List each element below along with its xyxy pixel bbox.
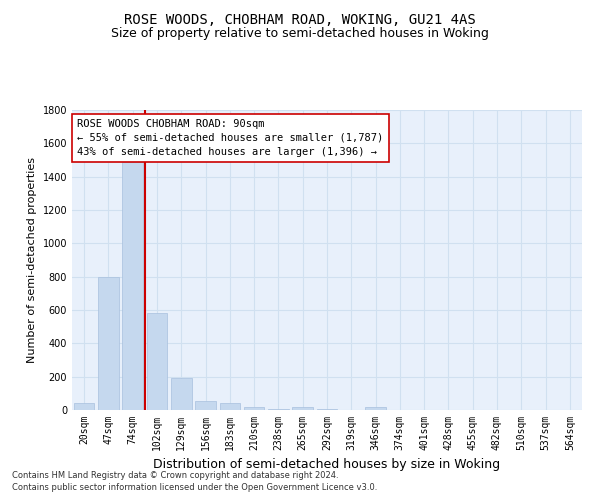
Bar xyxy=(220,404,240,410)
Bar xyxy=(171,378,191,410)
Y-axis label: Number of semi-detached properties: Number of semi-detached properties xyxy=(27,157,37,363)
Bar xyxy=(292,407,313,410)
Bar xyxy=(74,404,94,410)
Bar xyxy=(365,407,386,410)
X-axis label: Distribution of semi-detached houses by size in Woking: Distribution of semi-detached houses by … xyxy=(154,458,500,471)
Text: Size of property relative to semi-detached houses in Woking: Size of property relative to semi-detach… xyxy=(111,28,489,40)
Bar xyxy=(244,407,265,410)
Text: ROSE WOODS CHOBHAM ROAD: 90sqm
← 55% of semi-detached houses are smaller (1,787): ROSE WOODS CHOBHAM ROAD: 90sqm ← 55% of … xyxy=(77,119,383,157)
Bar xyxy=(98,276,119,410)
Bar xyxy=(268,409,289,410)
Text: Contains HM Land Registry data © Crown copyright and database right 2024.: Contains HM Land Registry data © Crown c… xyxy=(12,471,338,480)
Text: ROSE WOODS, CHOBHAM ROAD, WOKING, GU21 4AS: ROSE WOODS, CHOBHAM ROAD, WOKING, GU21 4… xyxy=(124,12,476,26)
Bar xyxy=(122,162,143,410)
Bar xyxy=(317,409,337,410)
Bar xyxy=(195,401,216,410)
Bar xyxy=(146,314,167,410)
Text: Contains public sector information licensed under the Open Government Licence v3: Contains public sector information licen… xyxy=(12,484,377,492)
